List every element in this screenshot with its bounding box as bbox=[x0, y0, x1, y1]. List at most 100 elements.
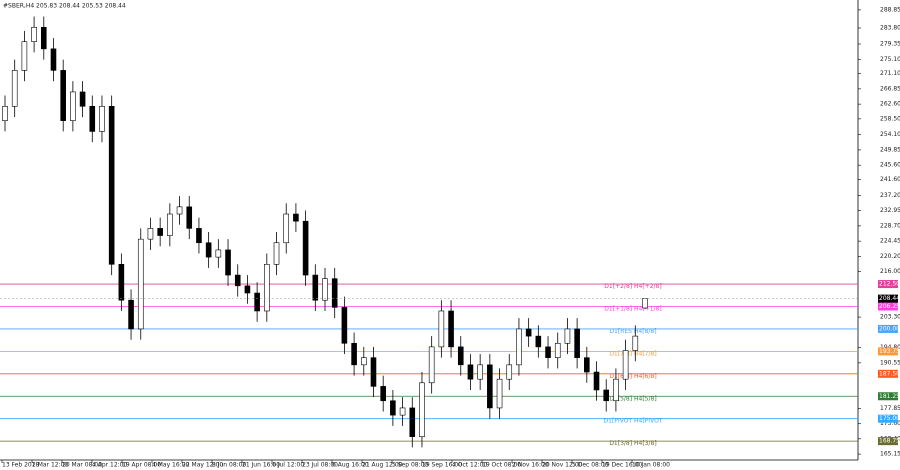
y-tick-label: 271.10 bbox=[880, 70, 900, 77]
level-label: D1[5/8] H4[5/8] bbox=[609, 395, 656, 402]
level-label: D1[+2/8] H4[+2/8] bbox=[604, 283, 661, 290]
level-price-box bbox=[878, 369, 898, 378]
y-tick-label: 203.30 bbox=[880, 314, 900, 321]
y-tick-label: 237.20 bbox=[880, 192, 900, 199]
candle-body bbox=[79, 91, 86, 107]
level-price-label: 212.50 bbox=[879, 281, 900, 288]
y-tick-label: 232.95 bbox=[880, 207, 900, 214]
candle-body bbox=[186, 206, 193, 229]
y-tick-label: 220.20 bbox=[880, 253, 900, 260]
x-tick-label: 2 Nov 16:00 bbox=[512, 462, 549, 469]
x-tick-label: 6 Jul 12:00 bbox=[272, 462, 304, 469]
candle-body bbox=[302, 220, 309, 276]
x-tick-label: 21 Aug 12:00 bbox=[362, 462, 403, 469]
level-price-label: 175.00 bbox=[879, 415, 900, 422]
level-price-box bbox=[878, 437, 898, 446]
x-tick-label: 4 Oct 12:00 bbox=[452, 462, 487, 469]
candle-body bbox=[108, 105, 115, 265]
candle-body bbox=[118, 263, 125, 301]
candle-body bbox=[331, 278, 338, 308]
candle-body bbox=[157, 228, 163, 236]
candle-body bbox=[554, 342, 561, 358]
level-label: D1[6/8] H4[6/8] bbox=[609, 373, 656, 380]
y-tick-label: 249.85 bbox=[880, 146, 900, 153]
level-price-label: 193.75 bbox=[879, 348, 900, 355]
level-price-label: 200.00 bbox=[879, 325, 900, 332]
y-tick-label: 262.60 bbox=[880, 101, 900, 108]
y-tick-label: 283.80 bbox=[880, 25, 900, 32]
candle-body bbox=[622, 350, 629, 380]
x-tick-label: 22 May 12:00 bbox=[182, 462, 223, 469]
y-tick-label: 224.45 bbox=[880, 238, 900, 245]
candle-body bbox=[264, 263, 270, 312]
candle-body bbox=[448, 310, 454, 348]
level-label: D1[PIVOT H4[PIVOT bbox=[604, 418, 663, 425]
candle-body bbox=[487, 364, 493, 409]
x-tick-label: 19 Apr 08:00 bbox=[122, 462, 161, 469]
candle-body bbox=[244, 285, 251, 294]
x-tick-label: 2 Mar 12:00 bbox=[32, 462, 68, 469]
candle-body bbox=[593, 371, 600, 391]
last-price-label: 208.44 bbox=[879, 295, 900, 302]
level-label: D1[7/8] H4[7/8] bbox=[609, 350, 656, 357]
candle-body bbox=[273, 242, 280, 265]
x-tick-label: 4 May 16:00 bbox=[152, 462, 190, 469]
candle-body bbox=[89, 105, 96, 132]
level-price-label: 168.75 bbox=[879, 438, 900, 445]
candle-body bbox=[428, 346, 435, 384]
candle-body bbox=[50, 48, 57, 71]
x-tick-label: 20 Mar 08:00 bbox=[62, 462, 102, 469]
candle-body bbox=[545, 346, 551, 358]
candle-body bbox=[390, 400, 396, 416]
candle-body bbox=[506, 364, 513, 380]
y-tick-label: 258.50 bbox=[880, 115, 900, 122]
candle-body bbox=[137, 238, 144, 330]
y-tick-label: 275.10 bbox=[880, 56, 900, 63]
y-tick-label: 177.85 bbox=[880, 405, 900, 412]
x-tick-label: 5 Dec 08:00 bbox=[572, 462, 609, 469]
y-tick-label: 228.70 bbox=[880, 222, 900, 229]
candle-body bbox=[167, 213, 173, 236]
candle-body bbox=[11, 70, 18, 107]
candle-body bbox=[419, 382, 425, 437]
candle-body bbox=[2, 105, 8, 121]
level-price-label: 181.25 bbox=[879, 393, 900, 400]
x-tick-label: 13 Feb 2018 bbox=[2, 462, 40, 469]
candle-body bbox=[574, 328, 580, 358]
level-label: D1[+1/8] H4[+1/8] bbox=[604, 305, 661, 312]
candle-body bbox=[176, 206, 183, 215]
candle-body bbox=[21, 41, 28, 71]
candle-body bbox=[467, 364, 474, 380]
candle-body bbox=[516, 328, 522, 366]
candle-body bbox=[283, 213, 290, 244]
y-tick-label: 288.85 bbox=[880, 6, 900, 13]
candle-body bbox=[438, 310, 445, 348]
y-tick-label: 241.60 bbox=[880, 176, 900, 183]
level-price-label: 187.50 bbox=[879, 370, 900, 377]
candle-body bbox=[457, 346, 464, 366]
candle-body bbox=[477, 364, 483, 380]
x-tick-label: 23 Jul 08:00 bbox=[302, 462, 338, 469]
candle-body bbox=[341, 307, 348, 344]
y-tick-label: 165.15 bbox=[880, 451, 900, 458]
candle-body bbox=[234, 274, 241, 287]
y-tick-label: 190.55 bbox=[880, 359, 900, 366]
level-price-box bbox=[878, 392, 898, 401]
candle-body bbox=[584, 357, 590, 373]
candle-body bbox=[380, 386, 386, 402]
chart-title: #SBER,H4 205.83 208.44 205.53 208.44 bbox=[3, 3, 126, 10]
x-tick-label: 19 Sep 16:00 bbox=[422, 462, 462, 469]
candle-body bbox=[225, 249, 231, 276]
y-tick-label: 216.00 bbox=[880, 268, 900, 275]
candle-body bbox=[525, 328, 532, 337]
y-tick-label: 279.35 bbox=[880, 40, 900, 47]
candle-body bbox=[31, 26, 37, 42]
candle-body bbox=[399, 407, 406, 416]
candle-body bbox=[196, 228, 202, 244]
level-price-box bbox=[878, 302, 898, 311]
candle-body bbox=[613, 378, 619, 402]
candle-body bbox=[60, 70, 66, 121]
level-price-box bbox=[878, 280, 898, 289]
level-price-box bbox=[878, 347, 898, 356]
